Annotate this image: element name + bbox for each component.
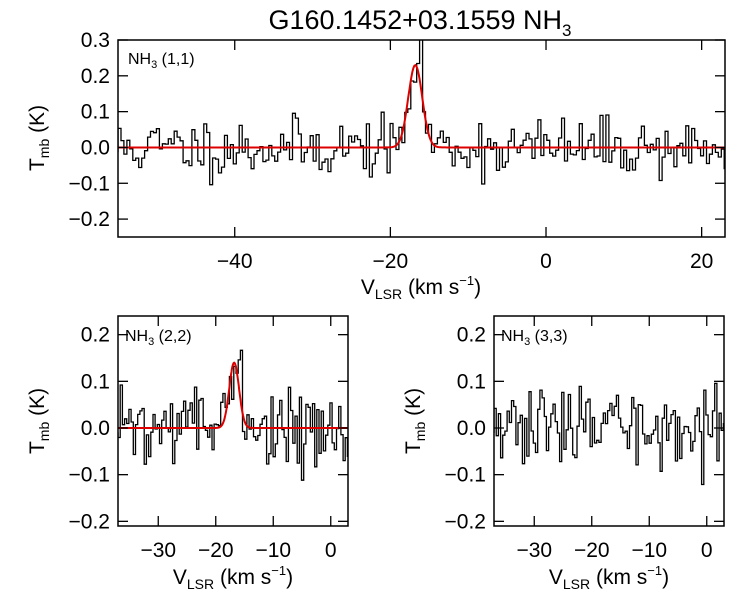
gaussian-fit-nh3-22 <box>118 361 348 429</box>
x-tick-label-nh3-22: 0 <box>325 539 337 562</box>
x-tick-label-nh3-22: −10 <box>255 539 291 562</box>
y-tick-label-nh3-22: 0.1 <box>81 370 110 393</box>
panel-nh3-22: −30 −20 −10 0 −0.2 −0.1 0.0 0.1 0.2 NH3 (2,2) VL… <box>26 315 349 592</box>
x-tick-label-nh3-33: 0 <box>701 539 713 562</box>
spectrum-nh3-22 <box>118 349 348 481</box>
x-tick-label-nh3-33: −10 <box>631 539 667 562</box>
y-tick-label-nh3-11: 0.2 <box>81 65 110 88</box>
y-axis-label-nh3-33: Tmb (K) <box>402 388 428 454</box>
y-tick-label-nh3-22: −0.2 <box>69 510 110 533</box>
y-tick-label-nh3-11: −0.2 <box>69 208 110 231</box>
y-tick-label-nh3-22: 0.2 <box>81 324 110 347</box>
x-tick-label-nh3-22: −20 <box>198 539 234 562</box>
y-tick-label-nh3-33: −0.1 <box>445 464 486 487</box>
plot-area-nh3-22 <box>118 349 348 481</box>
plot-area-nh3-11 <box>118 40 725 186</box>
panel-nh3-33: −30 −20 −10 0 −0.2 −0.1 0.0 0.1 0.2 NH3 (3,3) VL… <box>402 315 725 592</box>
ticks-nh3-33: −30 −20 −10 0 −0.2 −0.1 0.0 0.1 0.2 <box>445 316 724 562</box>
panel-label-nh3-33: NH3 (3,3) <box>501 328 568 348</box>
x-tick-label-nh3-11: −20 <box>373 250 409 273</box>
panel-label-nh3-22: NH3 (2,2) <box>125 328 192 348</box>
x-tick-label-nh3-33: −20 <box>574 539 610 562</box>
x-tick-label-nh3-33: −30 <box>516 539 552 562</box>
ticks-nh3-22: −30 −20 −10 0 −0.2 −0.1 0.0 0.1 0.2 <box>69 316 348 562</box>
spectrum-nh3-11 <box>118 40 725 186</box>
y-tick-label-nh3-11: 0.0 <box>81 136 110 159</box>
x-tick-label-nh3-11: −40 <box>217 250 253 273</box>
gaussian-fit-nh3-11 <box>118 63 725 149</box>
y-axis-label-nh3-11: Tmb (K) <box>26 105 52 171</box>
y-axis-label-nh3-22: Tmb (K) <box>26 388 52 454</box>
axes-frame-nh3-22 <box>117 315 349 527</box>
y-tick-label-nh3-11: 0.3 <box>81 29 110 52</box>
y-tick-label-nh3-33: −0.2 <box>445 510 486 533</box>
panel-label-nh3-11: NH3 (1,1) <box>128 51 195 71</box>
y-tick-label-nh3-11: 0.1 <box>81 101 110 124</box>
axes-frame-nh3-11 <box>117 39 726 238</box>
y-tick-label-nh3-33: 0.0 <box>457 417 486 440</box>
x-tick-label-nh3-11: 20 <box>690 250 713 273</box>
x-axis-label-nh3-11: VLSR (km s−1) <box>361 273 481 302</box>
spectrum-nh3-33 <box>494 382 724 486</box>
y-tick-label-nh3-11: −0.1 <box>69 172 110 195</box>
x-tick-label-nh3-11: 0 <box>540 250 552 273</box>
ticks-nh3-11: −40 −20 0 20 −0.2 −0.1 0.0 0.1 0.2 0.3 <box>69 29 725 273</box>
y-tick-label-nh3-33: 0.2 <box>457 324 486 347</box>
panel-nh3-11: −40 −20 0 20−0.2−0.10.00.10.20.3 NH3 (1,1) … <box>26 29 726 302</box>
y-tick-label-nh3-22: 0.0 <box>81 417 110 440</box>
y-tick-label-nh3-22: −0.1 <box>69 464 110 487</box>
x-tick-label-nh3-22: −30 <box>140 539 176 562</box>
x-axis-label-nh3-33: VLSR (km s−1) <box>549 563 669 592</box>
x-axis-label-nh3-22: VLSR (km s−1) <box>173 563 293 592</box>
figure-title: G160.1452+03.1559 NH3 <box>269 5 572 40</box>
y-tick-label-nh3-33: 0.1 <box>457 370 486 393</box>
axes-frame-nh3-33 <box>493 315 725 527</box>
plot-area-nh3-33 <box>494 382 724 486</box>
